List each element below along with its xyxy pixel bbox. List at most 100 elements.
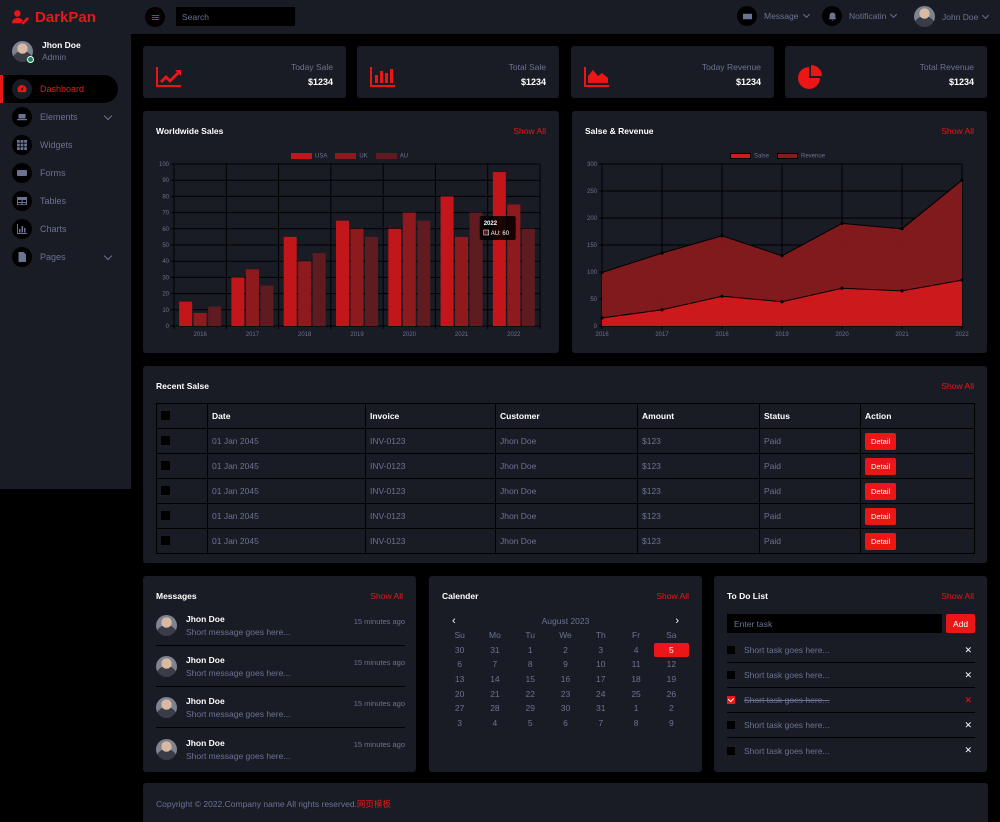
calendar-day[interactable]: 23 [560, 688, 571, 699]
calendar-day[interactable]: 2 [668, 703, 674, 714]
show-all-link[interactable]: Show All [370, 591, 403, 601]
calendar-day[interactable]: 27 [454, 703, 465, 714]
calendar-day[interactable]: 15 [525, 674, 535, 685]
detail-button[interactable]: Detail [865, 482, 897, 500]
notification-dropdown[interactable]: Notificatin [822, 6, 898, 26]
sidebar-item-dashboard[interactable]: Dashboard [0, 75, 118, 103]
todo-checkbox[interactable] [727, 646, 735, 654]
brand-logo[interactable]: DarkPan [12, 7, 96, 27]
legend-item[interactable]: AU [375, 153, 408, 160]
message-item[interactable]: Jhon Doe Short message goes here... 15 mi… [156, 729, 405, 769]
close-icon[interactable]: ✕ [964, 745, 972, 755]
calendar-day[interactable]: 21 [490, 688, 500, 699]
calendar-day[interactable]: 4 [492, 718, 498, 729]
row-checkbox[interactable] [161, 510, 170, 520]
calendar-day[interactable]: 13 [454, 674, 465, 685]
message-dropdown[interactable]: Message [737, 6, 810, 26]
footer-link[interactable]: 网页模板 [356, 799, 391, 809]
calendar-day[interactable]: 9 [668, 718, 674, 729]
message-item[interactable]: Jhon Doe Short message goes here... 15 mi… [156, 606, 405, 646]
calendar-day[interactable]: 24 [596, 688, 606, 699]
todo-checkbox[interactable] [727, 721, 735, 729]
calendar-day[interactable]: 2 [563, 644, 568, 655]
detail-button[interactable]: Detail [865, 457, 897, 475]
message-item[interactable]: Jhon Doe Short message goes here... 15 mi… [156, 688, 405, 728]
show-all-link[interactable]: Show All [941, 381, 974, 391]
calendar-day[interactable]: 5 [527, 718, 533, 729]
row-checkbox[interactable] [161, 460, 170, 470]
detail-button[interactable]: Detail [865, 507, 897, 525]
show-all-link[interactable]: Show All [941, 126, 974, 136]
calendar-day[interactable]: 20 [454, 688, 465, 699]
calendar-day[interactable]: 10 [596, 659, 606, 670]
calendar-day[interactable]: 16 [560, 674, 571, 685]
calendar-day[interactable]: 12 [666, 659, 677, 670]
sidebar-toggle-button[interactable] [145, 7, 165, 27]
close-icon[interactable]: ✕ [964, 719, 972, 730]
task-input[interactable] [727, 614, 942, 633]
calendar-day[interactable]: 1 [527, 644, 533, 655]
calendar-day[interactable]: 7 [598, 718, 604, 729]
search-input[interactable] [176, 7, 295, 26]
calendar-day[interactable]: 29 [525, 703, 535, 714]
invoice-cell: INV-0123 [365, 478, 496, 504]
calendar-day[interactable]: 5 [653, 642, 689, 658]
calendar-day[interactable]: 19 [666, 674, 677, 685]
calendar-day[interactable]: 11 [631, 659, 641, 670]
detail-button[interactable]: Detail [865, 432, 897, 450]
row-checkbox[interactable] [161, 485, 170, 495]
calendar-day[interactable]: 31 [490, 644, 500, 655]
data-point [720, 294, 724, 298]
calendar-day[interactable]: 14 [490, 674, 500, 685]
sidebar-item-charts[interactable]: Charts [0, 215, 131, 243]
close-icon[interactable]: ✕ [964, 694, 972, 705]
sidebar-item-tables[interactable]: Tables [0, 187, 131, 215]
todo-checkbox[interactable] [727, 696, 735, 704]
calendar-day[interactable]: 6 [563, 718, 568, 729]
calendar-day[interactable]: 3 [457, 718, 462, 729]
calendar-day[interactable]: 22 [525, 688, 535, 699]
todo-checkbox[interactable] [727, 671, 735, 679]
detail-button[interactable]: Detail [865, 532, 897, 550]
sidebar-item-elements[interactable]: Elements [0, 103, 131, 131]
show-all-link[interactable]: Show All [941, 591, 974, 601]
show-all-link[interactable]: Show All [656, 591, 689, 601]
calendar-day[interactable]: 30 [454, 644, 465, 655]
row-checkbox[interactable] [161, 535, 170, 545]
calendar-day[interactable]: 7 [492, 659, 498, 670]
calendar-day[interactable]: 8 [633, 718, 639, 729]
sidebar-item-forms[interactable]: Forms [0, 159, 131, 187]
close-icon[interactable]: ✕ [964, 669, 972, 680]
calendar-day[interactable]: 18 [631, 674, 641, 685]
sidebar-item-widgets[interactable]: Widgets [0, 131, 131, 159]
calendar-day[interactable]: 1 [633, 703, 639, 714]
legend-item[interactable]: Revenue [777, 153, 825, 160]
calendar-day[interactable]: 17 [596, 674, 606, 685]
calendar-day[interactable]: 28 [490, 703, 500, 714]
calendar-day[interactable]: 4 [633, 644, 639, 655]
select-all-checkbox[interactable] [161, 410, 170, 420]
messages-card: Messages Show All Jhon Doe Short message … [143, 576, 416, 772]
legend-item[interactable]: USA [291, 153, 327, 160]
row-checkbox[interactable] [161, 435, 170, 445]
calendar-day[interactable]: 25 [631, 688, 641, 699]
calendar-day[interactable]: 3 [598, 644, 604, 655]
calendar-day[interactable]: 9 [563, 659, 568, 670]
add-task-button[interactable]: Add [946, 614, 975, 633]
legend-item[interactable]: Salse [730, 153, 769, 160]
calendar-day[interactable]: 26 [666, 688, 677, 699]
y-tick-label: 90 [162, 178, 169, 184]
user-dropdown[interactable]: John Doe [914, 6, 990, 27]
close-icon[interactable]: ✕ [964, 644, 972, 655]
show-all-link[interactable]: Show All [513, 126, 546, 136]
chevron-left-icon[interactable]: ‹ [452, 615, 456, 627]
calendar-day[interactable]: 30 [560, 703, 571, 714]
sidebar-item-pages[interactable]: Pages [0, 243, 131, 271]
calendar-day[interactable]: 6 [457, 659, 462, 670]
legend-item[interactable]: UK [335, 153, 368, 160]
chevron-right-icon[interactable]: › [675, 615, 679, 627]
message-item[interactable]: Jhon Doe Short message goes here... 15 mi… [156, 647, 405, 687]
calendar-day[interactable]: 31 [596, 703, 606, 714]
todo-checkbox[interactable] [727, 746, 735, 755]
calendar-day[interactable]: 8 [527, 659, 533, 670]
